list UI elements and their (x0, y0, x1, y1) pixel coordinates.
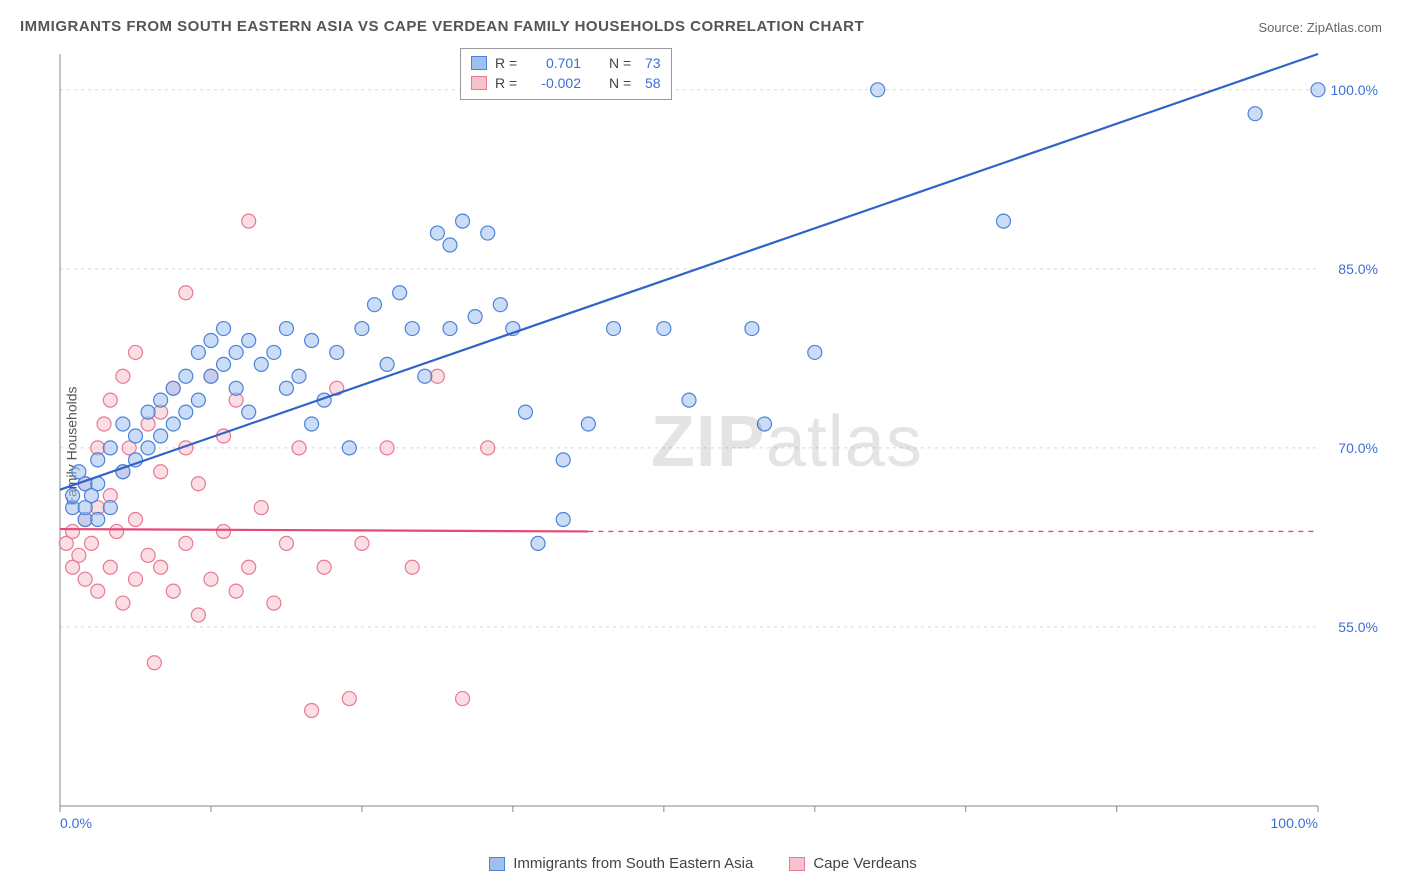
svg-text:70.0%: 70.0% (1338, 440, 1378, 456)
r-value-pink: -0.002 (531, 73, 581, 93)
svg-text:0.0%: 0.0% (60, 815, 92, 831)
svg-text:85.0%: 85.0% (1338, 261, 1378, 277)
n-value-pink: 58 (645, 73, 661, 93)
legend-label: Immigrants from South Eastern Asia (513, 855, 753, 872)
r-label: R = (495, 53, 523, 73)
n-label: N = (609, 73, 637, 93)
legend-swatch-blue (489, 857, 505, 871)
plot-area: 55.0%70.0%85.0%100.0%0.0%100.0% ZIPatlas (52, 48, 1388, 836)
r-label: R = (495, 73, 523, 93)
chart-title: IMMIGRANTS FROM SOUTH EASTERN ASIA VS CA… (20, 18, 864, 35)
scatter-svg: 55.0% 70.0% 85.0% 100.0% 0.0% 100.0% (52, 48, 1388, 836)
legend-swatch-blue (471, 56, 487, 70)
legend-item-pink: Cape Verdeans (789, 855, 916, 872)
bottom-legend: Immigrants from South Eastern Asia Cape … (0, 855, 1406, 872)
svg-text:100.0%: 100.0% (1271, 815, 1318, 831)
legend-row-pink: R = -0.002 N = 58 (471, 73, 661, 93)
n-value-blue: 73 (645, 53, 661, 73)
n-label: N = (609, 53, 637, 73)
source-label: Source: ZipAtlas.com (1258, 20, 1382, 35)
legend-label: Cape Verdeans (813, 855, 916, 872)
svg-text:55.0%: 55.0% (1338, 619, 1378, 635)
legend-item-blue: Immigrants from South Eastern Asia (489, 855, 753, 872)
legend-row-blue: R = 0.701 N = 73 (471, 53, 661, 73)
legend-swatch-pink (471, 76, 487, 90)
stats-legend: R = 0.701 N = 73 R = -0.002 N = 58 (460, 48, 672, 100)
r-value-blue: 0.701 (531, 53, 581, 73)
svg-text:100.0%: 100.0% (1331, 82, 1378, 98)
legend-swatch-pink (789, 857, 805, 871)
